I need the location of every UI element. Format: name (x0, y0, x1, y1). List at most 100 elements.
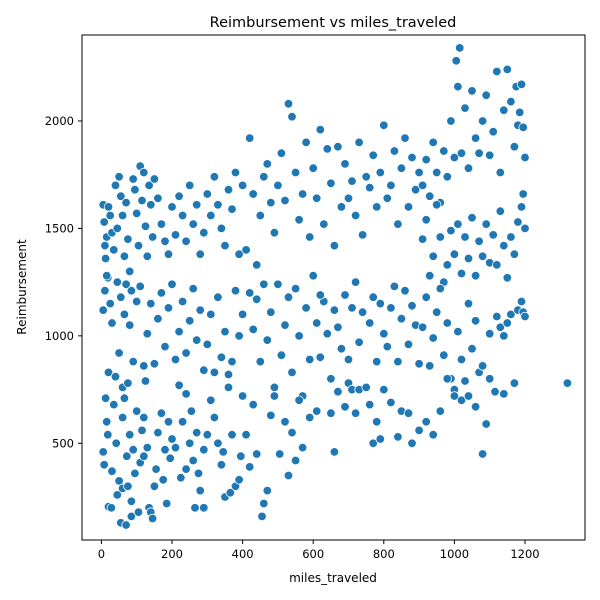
data-point (439, 146, 449, 156)
data-point (350, 277, 361, 287)
data-point (502, 64, 513, 75)
data-point (262, 159, 273, 169)
data-point (107, 318, 117, 328)
data-point (428, 137, 438, 148)
data-point (195, 485, 205, 496)
data-point (400, 286, 410, 296)
data-point (146, 200, 156, 210)
data-point (393, 219, 403, 229)
data-point (456, 354, 467, 365)
data-point (220, 326, 230, 337)
data-point (372, 417, 382, 427)
data-point (275, 449, 285, 459)
data-point (361, 172, 371, 182)
data-point (485, 329, 495, 339)
data-point (297, 442, 308, 453)
data-point (199, 503, 209, 513)
data-point (403, 339, 414, 350)
data-point (252, 260, 262, 270)
data-point (333, 141, 343, 152)
data-point (449, 249, 460, 259)
data-point (294, 331, 304, 341)
data-point (259, 498, 269, 509)
data-point (124, 430, 135, 440)
data-point (463, 391, 474, 401)
data-point (329, 240, 340, 251)
data-point (131, 208, 142, 219)
data-point (382, 193, 393, 204)
data-point (123, 234, 133, 244)
data-point (417, 180, 428, 191)
data-point (133, 240, 144, 251)
data-point (350, 408, 361, 418)
data-point (139, 412, 149, 423)
data-point (151, 464, 161, 474)
data-point (188, 455, 198, 466)
data-point (386, 397, 396, 408)
data-point (130, 184, 140, 195)
data-point (283, 292, 294, 302)
data-point (336, 344, 347, 354)
data-point (139, 361, 149, 371)
y-axis: 500 1000 1500 2000 (45, 114, 82, 450)
data-point (336, 202, 347, 212)
data-point (209, 412, 220, 423)
data-point (502, 273, 513, 283)
data-point (315, 352, 326, 363)
data-point (100, 286, 110, 296)
data-point (375, 434, 386, 444)
data-point (421, 292, 431, 302)
data-point (347, 176, 357, 186)
data-point (414, 167, 424, 178)
data-point (147, 513, 158, 524)
data-point (137, 425, 147, 436)
data-point (227, 204, 237, 214)
data-point (191, 200, 202, 210)
data-point (234, 475, 244, 485)
data-point (375, 298, 386, 309)
data-point (428, 251, 438, 261)
data-point (112, 223, 123, 234)
data-point (322, 329, 333, 339)
data-point (237, 391, 248, 401)
data-point (252, 294, 262, 305)
data-point (470, 133, 481, 143)
data-point (492, 66, 502, 77)
data-point (202, 189, 213, 199)
data-point (139, 167, 149, 178)
data-point (421, 417, 431, 427)
data-point (206, 210, 216, 221)
data-point (209, 367, 220, 378)
data-point (340, 402, 350, 412)
data-point (191, 335, 202, 345)
data-point (161, 498, 172, 509)
data-point (495, 322, 506, 333)
data-point (137, 195, 147, 206)
data-point (105, 298, 115, 309)
data-point (477, 251, 488, 261)
data-point (101, 417, 112, 427)
data-point (163, 417, 174, 427)
data-point (425, 361, 435, 371)
data-point (297, 189, 308, 199)
data-point (195, 305, 205, 315)
data-point (305, 232, 315, 242)
data-point (266, 307, 276, 317)
data-point (389, 281, 400, 292)
points-layer (98, 43, 573, 530)
data-point (276, 148, 287, 158)
data-point (119, 393, 130, 403)
data-point (446, 225, 456, 236)
data-point (99, 217, 109, 227)
data-point (463, 253, 474, 264)
data-point (122, 451, 132, 461)
data-point (181, 348, 191, 358)
data-point (100, 240, 110, 251)
data-point (119, 309, 130, 320)
x-tick-label: 200 (161, 547, 183, 561)
data-point (485, 150, 495, 161)
data-point (308, 271, 318, 281)
data-point (417, 234, 428, 244)
data-point (467, 344, 477, 354)
